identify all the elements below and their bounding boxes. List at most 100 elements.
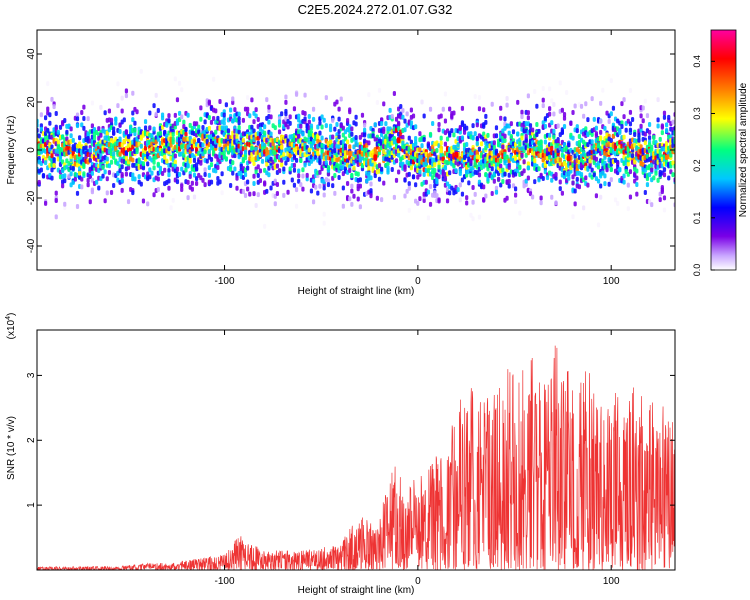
heatmap-cell — [590, 132, 594, 138]
heatmap-cell — [167, 185, 171, 191]
heatmap-cell — [441, 106, 445, 112]
heatmap-cell — [307, 119, 311, 125]
heatmap-cell — [465, 200, 469, 206]
heatmap-cell — [367, 165, 371, 171]
heatmap-cell — [609, 177, 613, 183]
heatmap-cell — [516, 99, 520, 105]
heatmap-cell — [107, 170, 112, 176]
heatmap-cell — [50, 153, 54, 159]
heatmap-cell — [243, 149, 248, 155]
heatmap-cell — [458, 126, 462, 132]
heatmap-cell — [543, 169, 547, 175]
heatmap-cell — [414, 124, 418, 130]
heatmap-cell — [650, 162, 654, 168]
heatmap-cell — [199, 105, 203, 111]
heatmap-cell — [592, 172, 596, 178]
heatmap-cell — [352, 165, 356, 171]
heatmap-cell — [105, 130, 109, 136]
heatmap-cell — [403, 127, 407, 133]
heatmap-cell — [609, 111, 613, 117]
heatmap-cell — [401, 108, 405, 114]
heatmap-cell — [139, 181, 143, 187]
heatmap-cell — [662, 195, 667, 201]
heatmap-cell — [465, 125, 469, 131]
heatmap-cell — [482, 196, 486, 202]
heatmap-cell — [439, 135, 443, 141]
spectrogram-y-axis-label: Frequency (Hz) — [6, 116, 17, 185]
heatmap-cell — [435, 179, 439, 185]
heatmap-cell — [531, 127, 535, 133]
heatmap-cell — [443, 176, 448, 182]
chart-title: C2E5.2024.272.01.07.G32 — [297, 2, 453, 17]
heatmap-cell — [267, 172, 271, 178]
heatmap-cell — [350, 172, 354, 178]
heatmap-cell — [643, 98, 647, 104]
heatmap-cell — [475, 141, 479, 147]
heatmap-cell — [575, 124, 579, 130]
heatmap-cell — [658, 197, 662, 203]
heatmap-cell — [152, 165, 156, 171]
heatmap-cell — [635, 175, 639, 181]
snr-x-tick-label: 0 — [415, 576, 421, 587]
heatmap-cell — [384, 121, 388, 127]
heatmap-cell — [235, 175, 239, 181]
heatmap-cell — [160, 171, 165, 177]
heatmap-cell — [460, 120, 465, 126]
heatmap-cell — [363, 132, 367, 138]
heatmap-cell — [156, 176, 160, 182]
heatmap-cell — [394, 158, 399, 164]
heatmap-cell — [301, 173, 305, 179]
heatmap-cell — [301, 131, 305, 137]
heatmap-cell — [265, 188, 269, 194]
spectrogram-panel: -100 0 100 -40 -20 0 20 40 Height of straight … — [6, 29, 676, 297]
heatmap-cell — [437, 164, 441, 170]
heatmap-cell — [407, 181, 411, 187]
heatmap-cell — [552, 128, 556, 134]
heatmap-cell — [243, 155, 248, 161]
heatmap-cell — [380, 197, 384, 203]
heatmap-cell — [220, 171, 224, 177]
heatmap-cell — [428, 131, 433, 137]
heatmap-cell — [656, 117, 660, 123]
heatmap-cell — [192, 158, 197, 164]
heatmap-cell — [90, 177, 94, 183]
heatmap-cell — [543, 123, 547, 129]
heatmap-cell — [518, 164, 522, 170]
heatmap-cell — [141, 165, 146, 171]
heatmap-cell — [263, 223, 267, 229]
heatmap-cell — [656, 97, 660, 103]
heatmap-cell — [575, 176, 579, 182]
heatmap-cell — [626, 206, 630, 212]
heatmap-cell — [350, 188, 354, 194]
heatmap-cell — [152, 159, 156, 165]
heatmap-cell — [222, 116, 226, 122]
colorbar-tick-label: 0.1 — [692, 212, 702, 225]
heatmap-cell — [452, 132, 456, 138]
heatmap-cell — [118, 168, 122, 174]
heatmap-cell — [594, 156, 599, 162]
heatmap-cell — [322, 192, 326, 198]
heatmap-cell — [622, 134, 626, 140]
heatmap-cell — [522, 159, 526, 165]
heatmap-cell — [350, 126, 354, 132]
heatmap-cell — [479, 141, 484, 147]
heatmap-cell — [120, 177, 124, 183]
heatmap-cell — [275, 163, 280, 169]
heatmap-cell — [420, 99, 424, 105]
heatmap-cell — [322, 185, 326, 191]
heatmap-cell — [277, 119, 282, 125]
heatmap-cell — [539, 139, 543, 145]
heatmap-cell — [254, 113, 258, 119]
heatmap-cell — [662, 110, 667, 116]
heatmap-cell — [662, 207, 667, 213]
heatmap-cell — [135, 109, 139, 115]
heatmap-peak — [454, 151, 459, 158]
heatmap-cell — [543, 139, 547, 145]
heatmap-cell — [80, 110, 84, 116]
heatmap-cell — [318, 169, 322, 175]
heatmap-cell — [341, 125, 345, 131]
heatmap-cell — [301, 186, 305, 192]
heatmap-cell — [116, 103, 120, 109]
heatmap-cell — [590, 139, 594, 145]
heatmap-cell — [203, 182, 207, 188]
